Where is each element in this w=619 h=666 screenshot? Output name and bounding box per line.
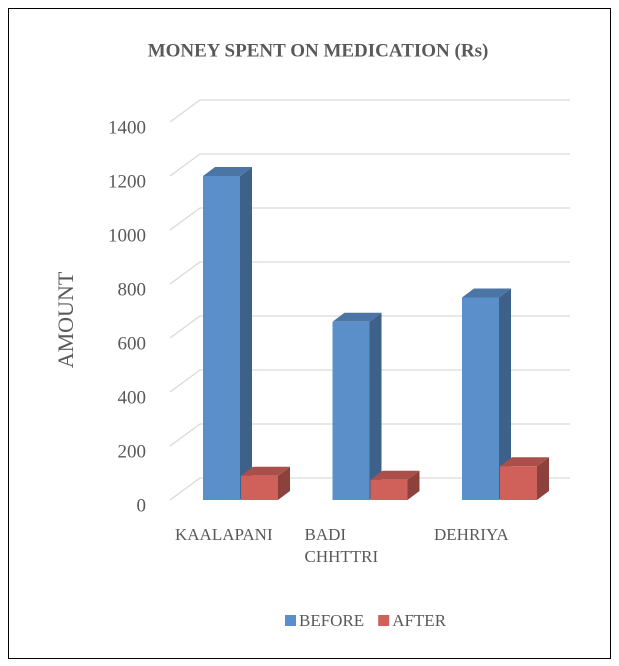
legend-label: BEFORE [299,611,364,630]
legend-label: AFTER [392,611,447,630]
grid-line [169,423,570,447]
bar-side [240,167,252,500]
bar-top [370,470,420,480]
bar-top [462,288,511,298]
x-tick-label: DEHRIYA [434,525,509,544]
legend-swatch [378,615,390,626]
x-tick-label: BADI CHHTTRI [304,525,379,566]
bar-top [241,466,290,476]
y-tick-label: 0 [137,495,147,516]
grid-line [169,261,570,285]
y-tick-label: 1000 [108,225,146,246]
bar-top [203,167,252,176]
bar [370,479,408,500]
bar [332,321,370,500]
bar-side [407,470,420,500]
x-tick-label: KAALAPANI [175,525,273,544]
y-tick-label: 1400 [108,117,146,138]
bar-top [500,457,549,467]
bar [462,297,499,500]
bar-top [332,312,382,322]
legend-swatch [285,615,296,626]
bar-side [499,288,511,500]
y-tick-label: 800 [118,279,147,300]
grid-line [169,477,570,501]
bar-side [537,457,549,500]
grid-line [169,207,570,231]
y-tick-label: 400 [118,387,147,408]
chart-title: MONEY SPENT ON MEDICATION (Rs) [148,40,489,61]
y-tick-label: 600 [118,333,147,354]
bar-side [278,466,290,500]
grid-line [169,315,570,339]
y-tick-label: 1200 [108,171,146,192]
y-axis-label: AMOUNT [53,271,78,368]
grid-line [169,369,570,393]
grid-line [169,153,570,177]
bar [203,176,240,500]
bar [241,475,278,500]
bar-side [369,312,382,500]
bar [500,466,537,500]
grid-line [169,99,570,123]
y-tick-label: 200 [118,441,147,462]
